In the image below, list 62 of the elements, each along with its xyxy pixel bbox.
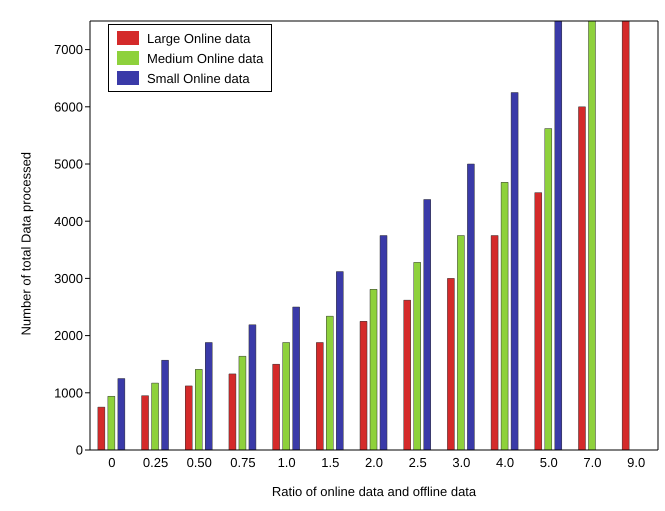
bar bbox=[98, 406, 106, 450]
x-tick-label: 0 bbox=[108, 455, 116, 470]
bar bbox=[108, 396, 116, 450]
y-tick-label: 5000 bbox=[54, 156, 83, 172]
bar bbox=[423, 199, 431, 450]
y-tick-label: 2000 bbox=[54, 328, 83, 344]
bar bbox=[141, 395, 149, 450]
bar bbox=[413, 262, 421, 450]
bar bbox=[205, 342, 212, 450]
bar bbox=[447, 278, 455, 450]
bar bbox=[578, 106, 586, 450]
bar bbox=[370, 289, 378, 450]
x-tick-label: 7.0 bbox=[583, 455, 602, 470]
bar bbox=[272, 364, 280, 450]
bar bbox=[554, 21, 562, 450]
bar bbox=[282, 342, 290, 450]
legend-label: Large Online data bbox=[147, 30, 250, 46]
x-tick-label: 2.5 bbox=[408, 455, 427, 470]
y-tick-label: 0 bbox=[76, 442, 83, 458]
legend-label: Medium Online data bbox=[147, 50, 264, 66]
bar bbox=[326, 316, 334, 450]
x-tick-label: 0.25 bbox=[142, 455, 168, 470]
bar bbox=[118, 378, 126, 450]
bar bbox=[248, 324, 256, 450]
legend-label: Small Online data bbox=[147, 70, 250, 86]
bar bbox=[195, 369, 202, 450]
bar bbox=[360, 321, 368, 450]
bar bbox=[336, 271, 344, 450]
x-tick-label: 0.75 bbox=[230, 455, 256, 470]
x-tick-label: 1.5 bbox=[321, 455, 340, 470]
bar bbox=[510, 92, 518, 450]
bar bbox=[151, 382, 159, 450]
y-tick-label: 4000 bbox=[54, 214, 83, 229]
bar bbox=[380, 235, 388, 450]
bar bbox=[238, 356, 246, 450]
x-tick-label: 2.0 bbox=[364, 455, 384, 470]
bar bbox=[500, 182, 508, 450]
y-axis-title: Number of total Data processed bbox=[18, 152, 34, 336]
bar bbox=[292, 306, 300, 450]
bar bbox=[457, 235, 465, 450]
bar bbox=[490, 235, 498, 450]
x-axis-title: Ratio of online data and offline data bbox=[272, 484, 477, 499]
x-tick-label: 0.50 bbox=[186, 455, 212, 470]
y-tick-label: 1000 bbox=[54, 385, 83, 400]
bar bbox=[161, 360, 169, 450]
y-tick-label: 3000 bbox=[54, 271, 83, 286]
x-tick-label: 4.0 bbox=[496, 455, 514, 470]
bar bbox=[467, 164, 475, 450]
bar bbox=[185, 386, 192, 450]
bar bbox=[228, 374, 236, 450]
bar bbox=[534, 192, 542, 450]
x-tick-label: 5.0 bbox=[540, 455, 558, 470]
bar bbox=[622, 21, 630, 450]
x-tick-label: 9.0 bbox=[627, 455, 646, 470]
x-tick-label: 3.0 bbox=[452, 455, 470, 470]
bar bbox=[544, 128, 552, 450]
bar bbox=[403, 300, 411, 450]
bar bbox=[588, 21, 596, 450]
y-tick-label: 6000 bbox=[54, 99, 83, 114]
y-tick-label: 7000 bbox=[54, 42, 83, 58]
bar bbox=[316, 342, 324, 450]
x-tick-label: 1.0 bbox=[278, 455, 296, 470]
